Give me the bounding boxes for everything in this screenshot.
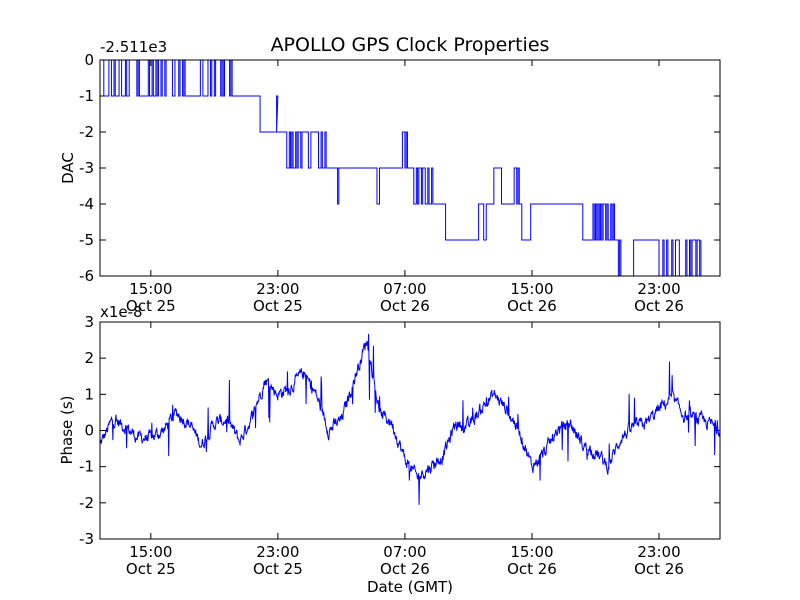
dac-ytick-label: -4 [79,195,94,213]
dac-xtick-time-label: 15:00 [129,280,172,298]
phase-ytick-label: 2 [84,349,94,367]
chart-title: APOLLO GPS Clock Properties [271,34,550,56]
phase-ytick-label: 3 [84,313,94,331]
phase-xtick-date-label: Oct 26 [380,560,430,578]
phase-xtick-time-label: 07:00 [383,543,426,561]
dac-ytick-label: -2 [79,123,94,141]
dac-xtick-date-label: Oct 25 [253,297,303,315]
dac-ytick-label: -6 [79,267,94,285]
phase-xtick-time-label: 23:00 [256,543,299,561]
dac-ytick-label: -3 [79,159,94,177]
phase-xtick-time-label: 23:00 [637,543,680,561]
dac-xtick-time-label: 07:00 [383,280,426,298]
phase-ytick-label: -2 [79,494,94,512]
phase-xtick-date-label: Oct 26 [634,560,684,578]
dac-xtick-date-label: Oct 26 [380,297,430,315]
phase-offset-label: x1e-8 [100,303,143,321]
phase-ytick-label: -1 [79,458,94,476]
phase-xlabel: Date (GMT) [367,578,453,596]
dac-xtick-date-label: Oct 26 [634,297,684,315]
dac-ytick-label: -1 [79,87,94,105]
phase-xtick-date-label: Oct 26 [507,560,557,578]
dac-ylabel: DAC [59,152,77,184]
dac-ytick-label: -5 [79,231,94,249]
figure: APOLLO GPS Clock Properties -2.511e3 DAC… [0,0,800,600]
phase-xtick-time-label: 15:00 [129,543,172,561]
phase-ytick-label: -3 [79,530,94,548]
phase-ylabel: Phase (s) [58,395,76,464]
dac-xtick-time-label: 15:00 [510,280,553,298]
phase-ytick-label: 1 [84,385,94,403]
dac-xtick-date-label: Oct 26 [507,297,557,315]
dac-xtick-time-label: 23:00 [637,280,680,298]
dac-xtick-time-label: 23:00 [256,280,299,298]
phase-xtick-date-label: Oct 25 [253,560,303,578]
phase-ytick-label: 0 [84,422,94,440]
phase-xtick-date-label: Oct 25 [126,560,176,578]
phase-xtick-time-label: 15:00 [510,543,553,561]
dac-ytick-label: 0 [84,51,94,69]
dac-offset-label: -2.511e3 [100,38,167,56]
